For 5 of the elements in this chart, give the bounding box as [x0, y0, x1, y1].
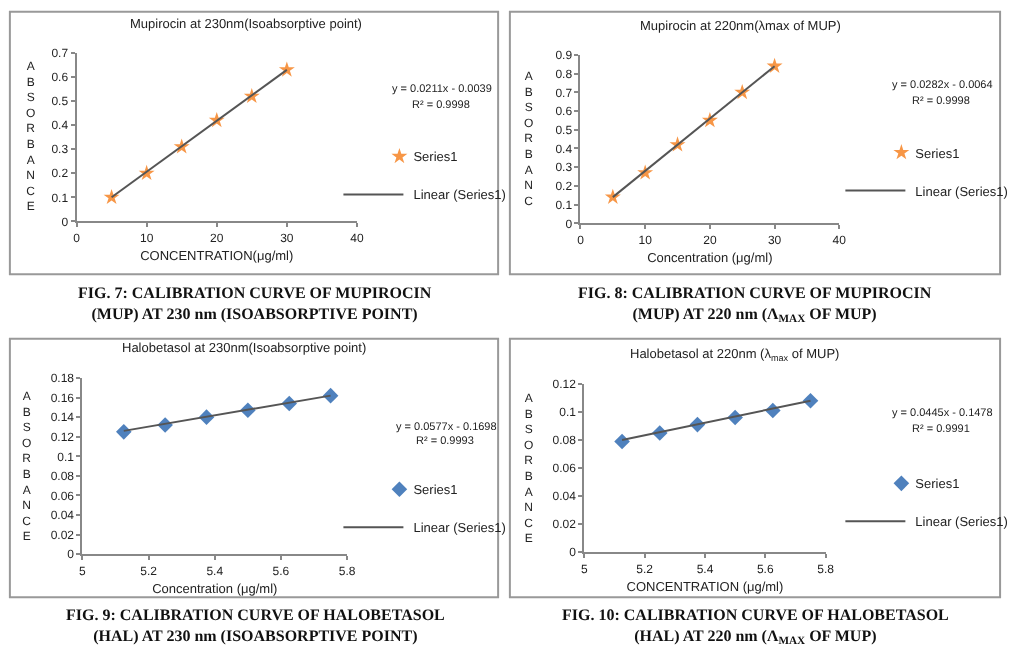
- caption: FIG. 8: CALIBRATION CURVE OF MUPIROCIN (MUP) AT 220 nm (Λ$_{MAX}$ OF MUP): [578, 284, 932, 327]
- caption: FIG. 7: CALIBRATION CURVE OF MUPIROCIN (MUP) AT 230 nm (ISOABSORPTIVE POINT): [78, 284, 432, 323]
- caption: FIG. 9: CALIBRATION CURVE OF HALOBETASOL (HAL) AT 230 nm (ISOABSORPTIVE POINT): [66, 606, 445, 645]
- caption: FIG. 10: CALIBRATION CURVE OF HALOBETASOL (HAL) AT 220 nm (Λ$_{MAX}$ OF MUP): [562, 606, 949, 649]
- point: [278, 61, 295, 77]
